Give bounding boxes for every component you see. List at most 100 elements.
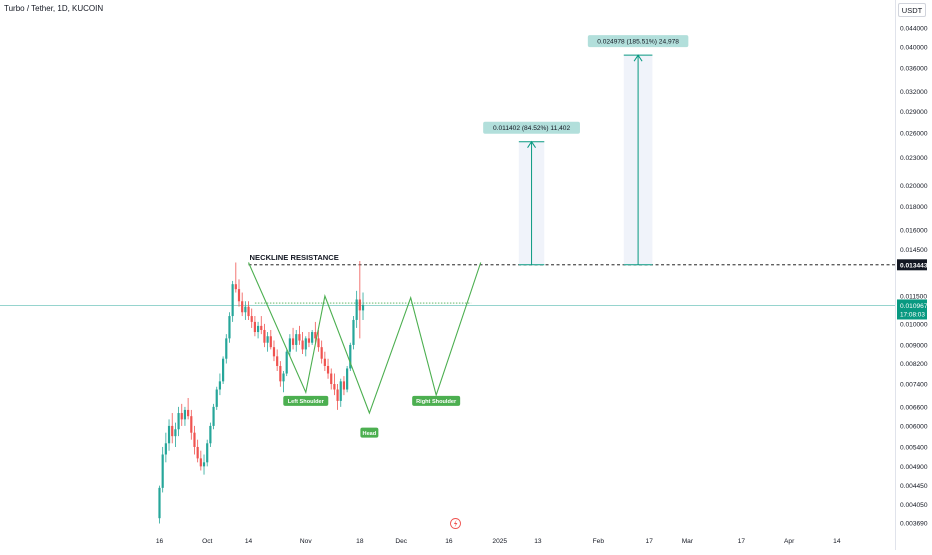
pattern-label: Head — [363, 431, 377, 437]
y-axis: 0.044000 0.040000 0.036000 0.032000 0.029000… — [895, 0, 928, 550]
x-tick-label: 13 — [534, 538, 542, 545]
pattern-label-bg — [412, 395, 461, 406]
candle-body — [304, 338, 307, 350]
candle-body — [260, 325, 263, 330]
candle-body — [164, 443, 167, 455]
current-price-tag-bg — [897, 299, 927, 320]
projection-label: 0.011402 (84.52%) 11,402 — [493, 125, 570, 132]
candle-body — [282, 373, 285, 382]
candle-body — [241, 301, 244, 313]
candle-body — [228, 316, 231, 339]
pattern-label-bg — [283, 395, 329, 406]
chart-title: Turbo / Tether, 1D, KUCOIN — [4, 4, 104, 13]
pattern-label: Left Shoulder — [288, 399, 325, 405]
projection-label: 0.024978 (185.51%) 24,978 — [597, 39, 679, 46]
y-tick-label: 0.011500 — [900, 293, 927, 300]
x-tick-label: 14 — [245, 538, 253, 545]
candle-body — [285, 351, 288, 374]
y-tick-label: 0.040000 — [900, 45, 928, 52]
candle-body — [279, 365, 282, 382]
candle-body — [256, 325, 260, 333]
candle-body — [202, 462, 206, 467]
candle-body — [352, 319, 355, 345]
reference-lines: NECKLINE RESISTANCE — [0, 253, 895, 306]
candle-body — [349, 344, 352, 369]
x-tick-label: Dec — [395, 538, 407, 545]
candle-body — [355, 299, 358, 320]
candle-body — [215, 389, 218, 407]
x-tick-label: 16 — [156, 538, 164, 545]
x-tick-label: 18 — [356, 538, 364, 545]
y-tick-label: 0.044000 — [900, 26, 928, 33]
candle-body — [158, 487, 161, 519]
y-tick-label: 0.003690 — [900, 521, 928, 528]
candle-body — [206, 443, 209, 463]
projection-label-bg — [483, 121, 580, 134]
candle-body — [269, 336, 272, 348]
candle-body — [272, 347, 276, 357]
neckline-price-tag: 0.013443 — [900, 262, 928, 269]
x-tick-label: Nov — [300, 538, 312, 545]
x-tick-label: 16 — [445, 538, 453, 545]
y-tick-label: 0.016000 — [900, 228, 928, 235]
neckline-label: NECKLINE RESISTANCE — [250, 253, 339, 262]
candle-body — [212, 406, 215, 426]
candle-body — [190, 416, 193, 433]
candle-body — [311, 332, 314, 343]
current-price-tag: 0.010967 — [900, 303, 928, 310]
y-tick-label: 0.010000 — [900, 321, 928, 328]
candle-body — [174, 429, 177, 437]
candle-body — [323, 358, 326, 366]
projections: 0.011402 (84.52%) 11,402 0.024978 (185.51… — [483, 35, 689, 266]
x-tick-label: 2025 — [492, 538, 507, 545]
x-tick-label: 17 — [738, 538, 746, 545]
y-tick-label: 0.004450 — [900, 483, 928, 490]
candle-body — [180, 413, 183, 420]
candle-body — [276, 356, 279, 366]
neckline-price-tag-bg — [897, 259, 927, 271]
candle-body — [234, 284, 237, 290]
candle-body — [237, 289, 241, 302]
x-axis: 16 Oct 14 Nov 18 Dec 16 2025 13 Feb 17 Mar 17 Apr 14 — [156, 538, 841, 545]
countdown-tag: 17:08:03 — [900, 311, 925, 318]
candle-body — [218, 381, 222, 390]
candle-body — [247, 306, 250, 317]
x-tick-label: Apr — [784, 538, 795, 545]
candle-body — [171, 425, 174, 437]
candle-body — [253, 321, 256, 333]
candle-body — [314, 332, 317, 339]
lightning-icon — [453, 519, 458, 528]
candle-body — [295, 334, 298, 345]
candle-body — [250, 316, 253, 322]
x-tick-label: 17 — [646, 538, 654, 545]
candle-body — [361, 304, 365, 311]
y-tick-label: 0.020000 — [900, 183, 928, 190]
candle-body — [161, 454, 164, 488]
projection-label-bg — [587, 35, 689, 48]
candle-body — [317, 338, 320, 348]
candle-body — [231, 284, 234, 317]
pattern-labels: Left Shoulder Head Right Shoulder — [283, 395, 461, 438]
candle-body — [326, 365, 330, 374]
candle-body — [193, 432, 196, 447]
candle-body — [333, 384, 336, 390]
y-tick-label: 0.007400 — [900, 382, 928, 389]
y-tick-label: 0.032000 — [900, 89, 928, 96]
y-tick-label: 0.005400 — [900, 444, 928, 451]
candle-body — [183, 409, 187, 420]
candle-body — [187, 409, 190, 417]
currency-button[interactable]: USDT — [898, 3, 926, 17]
candle-body — [288, 338, 291, 352]
projection-arrow-head — [527, 140, 536, 148]
x-tick-label: Feb — [593, 538, 605, 545]
candle-body — [339, 381, 342, 401]
pattern — [247, 262, 482, 415]
pattern-label-bg — [360, 427, 379, 438]
candle-body — [196, 446, 199, 459]
candle-body — [298, 334, 301, 341]
candle-body — [336, 389, 339, 401]
candle-body — [330, 373, 333, 385]
